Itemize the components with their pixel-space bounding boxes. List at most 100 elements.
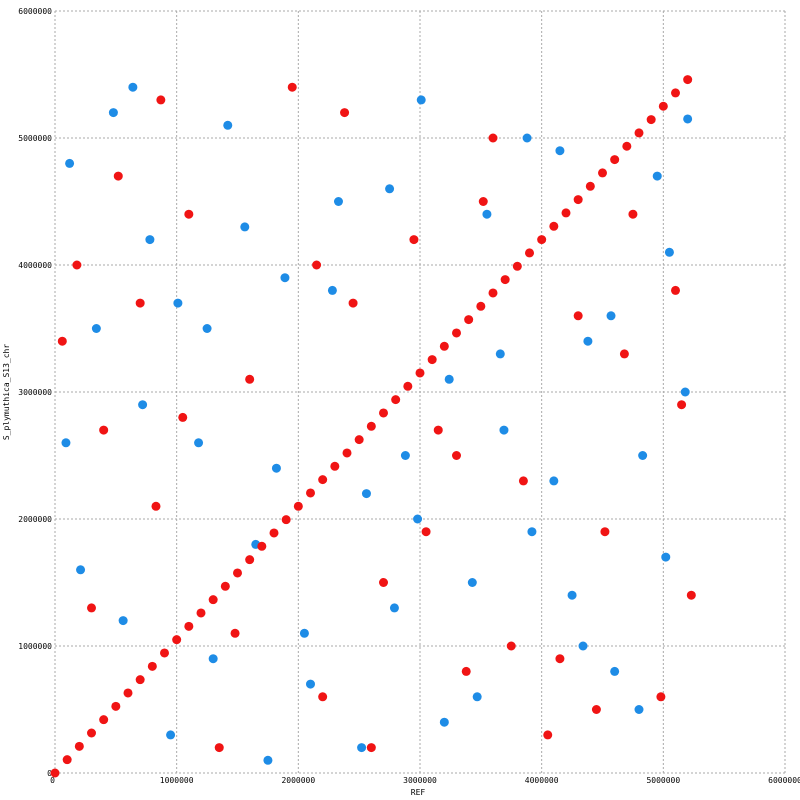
point (306, 679, 315, 689)
point (280, 273, 290, 283)
point (661, 552, 671, 562)
point (628, 209, 638, 219)
point (522, 133, 532, 143)
point (561, 208, 571, 218)
point (145, 235, 155, 245)
y-tick-label: 4000000 (18, 261, 52, 270)
point (646, 115, 656, 125)
point (108, 108, 118, 118)
point (573, 195, 583, 205)
point (598, 168, 607, 178)
point (50, 768, 60, 778)
point (135, 298, 145, 308)
point (549, 221, 559, 231)
point (578, 641, 588, 651)
point (527, 527, 537, 537)
point (299, 628, 309, 638)
point (583, 336, 593, 346)
point (151, 501, 161, 511)
point (208, 595, 218, 605)
point (464, 315, 474, 325)
point (123, 688, 133, 698)
point (214, 743, 224, 753)
point (671, 88, 680, 98)
y-tick-label: 3000000 (18, 388, 52, 397)
point (467, 578, 477, 587)
point (421, 527, 431, 537)
point (113, 171, 123, 181)
point (340, 108, 350, 118)
point (488, 288, 498, 298)
point (160, 648, 169, 658)
point (184, 209, 194, 219)
point (488, 133, 498, 143)
point (525, 248, 534, 258)
point (634, 128, 644, 138)
point (269, 528, 279, 538)
x-tick-label: 0 (50, 776, 55, 785)
point (656, 692, 666, 702)
point (348, 298, 358, 308)
point (652, 171, 662, 181)
point (658, 101, 668, 111)
point (230, 628, 240, 638)
point (166, 730, 176, 740)
point (263, 755, 273, 765)
point (178, 412, 188, 422)
point (357, 743, 367, 753)
point (683, 114, 693, 124)
point (518, 476, 528, 486)
point (156, 95, 166, 105)
point (638, 451, 648, 460)
point (87, 728, 96, 738)
point (135, 675, 145, 685)
point (223, 120, 233, 130)
point (482, 209, 492, 219)
point (439, 341, 449, 351)
point (677, 400, 687, 410)
y-tick-label: 0 (47, 769, 52, 778)
point (99, 425, 109, 435)
point (671, 285, 680, 295)
point (585, 181, 595, 191)
point (287, 82, 297, 92)
point (400, 451, 410, 460)
point (271, 463, 281, 473)
point (240, 222, 250, 232)
x-axis-label: REF (411, 788, 426, 797)
x-tick-label: 5000000 (646, 776, 680, 785)
point (173, 298, 183, 308)
x-tick-label: 4000000 (525, 776, 559, 785)
point (683, 75, 693, 85)
point (610, 155, 620, 165)
point (664, 247, 674, 257)
point (245, 374, 255, 384)
point (385, 184, 395, 194)
x-tick-label: 6000000 (768, 776, 800, 785)
point (495, 349, 505, 359)
point (409, 235, 419, 245)
point (361, 489, 371, 499)
point (499, 425, 509, 435)
point (74, 741, 84, 751)
y-tick-label: 1000000 (18, 642, 52, 651)
point (686, 590, 696, 600)
point (506, 641, 516, 651)
point (72, 260, 82, 270)
point (379, 578, 388, 587)
point (333, 197, 343, 206)
point (634, 705, 644, 714)
point (427, 355, 437, 365)
point (312, 260, 322, 270)
point (433, 425, 443, 435)
point (62, 755, 72, 765)
point (208, 654, 218, 664)
point (327, 285, 337, 295)
point (600, 527, 610, 537)
point (318, 692, 328, 702)
point (57, 336, 67, 346)
point (118, 616, 128, 626)
point (403, 381, 413, 391)
point (680, 387, 690, 397)
